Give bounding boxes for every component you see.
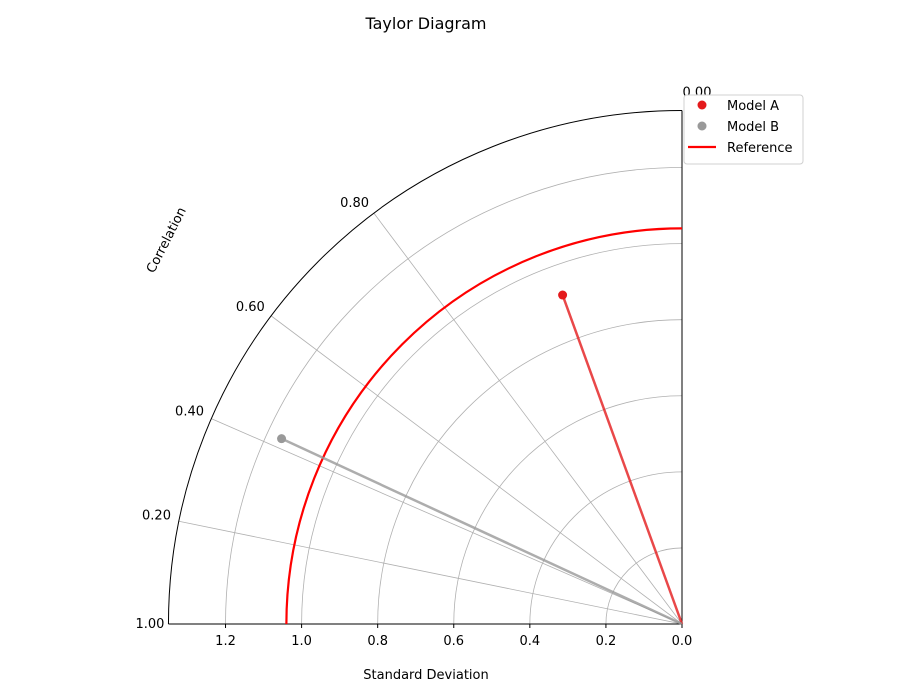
std-tick-label: 0.4 <box>519 634 540 649</box>
model-point <box>277 434 287 444</box>
std-grid-arc <box>377 319 683 625</box>
correlation-tick-label: 1.00 <box>136 617 165 632</box>
std-tick-label: 1.2 <box>215 634 236 649</box>
correlation-tick-label: 0.60 <box>236 300 265 315</box>
legend: Model A Model B Reference <box>683 94 804 165</box>
std-grid-arc <box>529 471 683 625</box>
correlation-grid-line <box>211 418 683 625</box>
std-tick-label: 0.0 <box>672 634 693 649</box>
std-grid-arc <box>605 547 683 625</box>
model-line <box>281 437 683 626</box>
std-grid-arc <box>453 395 683 625</box>
std-tick-label: 0.8 <box>367 634 388 649</box>
legend-marker <box>697 121 707 131</box>
tick-layer: 1.2 1.0 0.8 0.6 0.4 0.2 0.00.000.200.400.600.8… <box>136 85 712 649</box>
reference-arc <box>285 227 683 625</box>
grid-layer <box>178 167 683 625</box>
correlation-grid-line <box>270 315 683 625</box>
chart-title: Taylor Diagram <box>365 14 487 33</box>
correlation-grid-line <box>178 520 683 625</box>
correlation-tick-label: 0.40 <box>175 404 204 419</box>
correlation-tick-label: 0.80 <box>340 196 369 211</box>
model-point <box>558 290 568 300</box>
legend-label: Model A <box>727 99 779 114</box>
std-tick-label: 1.0 <box>291 634 312 649</box>
legend-label: Model B <box>727 120 779 135</box>
std-grid-arc <box>225 167 683 625</box>
x-axis-label: Standard Deviation <box>363 668 488 683</box>
std-tick-label: 0.6 <box>443 634 464 649</box>
correlation-grid-line <box>373 212 683 625</box>
legend-label: Reference <box>727 141 792 156</box>
std-grid-arc <box>301 243 683 625</box>
angular-axis-label: Correlation <box>144 205 190 276</box>
model-line <box>561 294 684 625</box>
correlation-tick-label: 0.20 <box>142 509 171 524</box>
frame-layer <box>167 109 683 625</box>
legend-marker <box>697 100 707 110</box>
data-layer <box>277 227 684 626</box>
std-tick-label: 0.2 <box>596 634 617 649</box>
outer-arc <box>167 109 683 625</box>
